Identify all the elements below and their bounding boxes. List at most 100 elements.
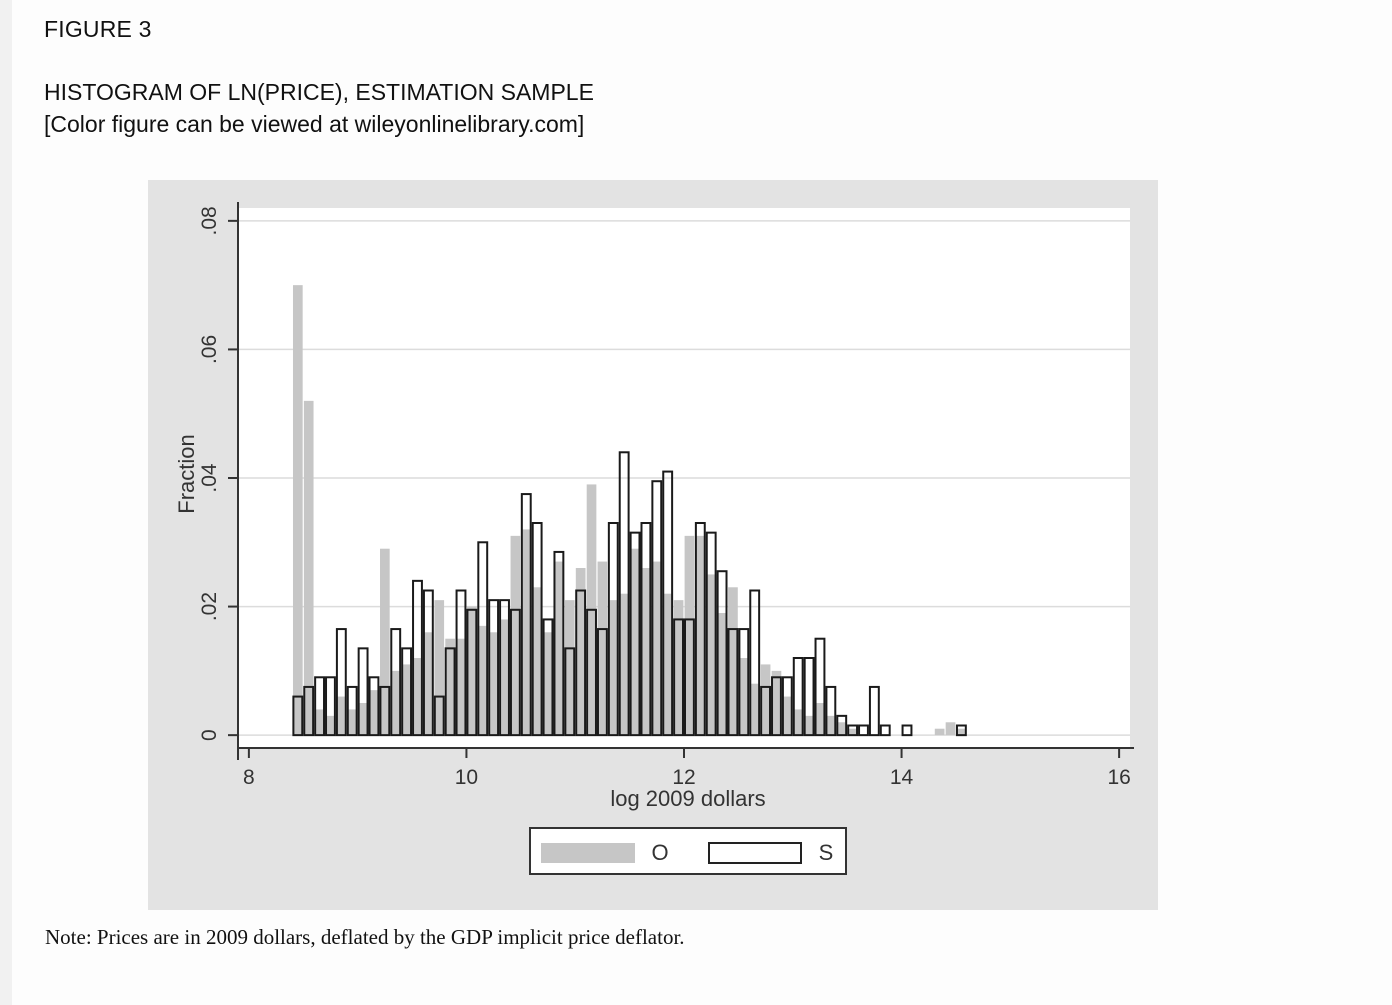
bar-s bbox=[901, 724, 913, 737]
bar-s bbox=[390, 628, 402, 737]
bar-o bbox=[641, 568, 651, 736]
bar-o bbox=[325, 715, 336, 736]
bar-o bbox=[717, 613, 727, 736]
bar-s bbox=[879, 724, 891, 737]
bar-o bbox=[956, 728, 967, 736]
bar-s bbox=[477, 541, 489, 737]
y-tick-label: .04 bbox=[198, 463, 221, 493]
y-tick-label: .08 bbox=[198, 206, 221, 235]
bar-o bbox=[292, 285, 303, 736]
bar-o bbox=[847, 728, 858, 736]
bar-s bbox=[814, 637, 826, 737]
bar-s bbox=[684, 618, 695, 737]
bar-s bbox=[368, 676, 380, 737]
bar-s bbox=[803, 657, 815, 737]
bar-s bbox=[357, 647, 369, 737]
bar-o bbox=[380, 548, 390, 736]
bar-o bbox=[728, 587, 738, 736]
bar-s bbox=[314, 676, 326, 737]
bar-s bbox=[836, 714, 848, 737]
bar-o bbox=[760, 664, 771, 736]
bar-s bbox=[379, 685, 391, 737]
bar-o bbox=[651, 561, 662, 736]
bar-o bbox=[467, 606, 477, 736]
bar-o bbox=[749, 683, 760, 736]
bar-o bbox=[390, 670, 401, 736]
bar-o bbox=[499, 619, 510, 736]
legend-label-o: O bbox=[651, 840, 668, 865]
bar-s bbox=[727, 628, 739, 737]
bar-s bbox=[586, 608, 597, 737]
bar-o bbox=[608, 600, 619, 736]
figure-subtitle: [Color figure can be viewed at wileyonli… bbox=[44, 111, 585, 137]
bar-o bbox=[662, 593, 673, 736]
x-tick-label: 10 bbox=[455, 766, 478, 789]
bar-o bbox=[303, 400, 314, 736]
bar-s bbox=[553, 550, 565, 737]
axes: 0 .02 .04 .06 .08 8 10 12 14 16 bbox=[198, 202, 1134, 789]
bar-o bbox=[401, 664, 412, 736]
bar-s bbox=[847, 724, 859, 737]
bar-s bbox=[640, 522, 652, 737]
bar-s bbox=[596, 628, 608, 737]
bar-s bbox=[444, 647, 456, 737]
y-tick-label: .06 bbox=[198, 335, 221, 364]
bar-o bbox=[456, 638, 466, 736]
x-tick-label: 8 bbox=[243, 766, 255, 789]
bar-s bbox=[858, 724, 869, 737]
bar-s bbox=[401, 647, 413, 737]
bar-s bbox=[531, 522, 543, 737]
figure-label: FIGURE 3 bbox=[44, 16, 152, 42]
bar-s bbox=[705, 531, 717, 737]
bar-o bbox=[575, 568, 586, 736]
bar-o bbox=[630, 548, 640, 736]
bar-s bbox=[422, 589, 434, 737]
bar-s bbox=[303, 685, 315, 737]
x-tick-label: 12 bbox=[672, 766, 695, 789]
bar-o bbox=[673, 600, 684, 736]
bar-o bbox=[945, 722, 956, 736]
bar-o bbox=[477, 625, 488, 736]
bar-s bbox=[575, 589, 587, 737]
legend-swatch-s bbox=[708, 842, 802, 864]
bar-s bbox=[749, 589, 761, 737]
bar-o bbox=[412, 658, 423, 736]
bar-s bbox=[781, 676, 793, 737]
bar-o bbox=[554, 561, 564, 736]
x-tick-label: 16 bbox=[1107, 766, 1130, 789]
bar-s bbox=[564, 647, 576, 737]
y-tick-label: 0 bbox=[198, 729, 221, 741]
bar-s bbox=[433, 695, 445, 737]
bar-o bbox=[826, 715, 836, 736]
legend-swatch-o bbox=[541, 843, 635, 863]
bar-s bbox=[607, 522, 619, 737]
bar-o bbox=[836, 722, 847, 736]
x-tick-label: 14 bbox=[890, 766, 914, 789]
bar-s bbox=[335, 628, 347, 737]
y-axis-label: Fraction bbox=[174, 434, 199, 513]
figure-note: Note: Prices are in 2009 dollars, deflat… bbox=[45, 925, 685, 949]
bar-s bbox=[520, 493, 532, 737]
bar-s bbox=[292, 695, 304, 737]
bar-s bbox=[738, 628, 750, 737]
bar-s bbox=[325, 676, 336, 737]
bar-s bbox=[629, 531, 641, 737]
bar-o bbox=[510, 535, 521, 736]
bar-s bbox=[618, 451, 630, 737]
bar-o bbox=[314, 709, 325, 736]
bar-o bbox=[369, 690, 379, 736]
bar-o bbox=[532, 587, 542, 736]
bar-o bbox=[358, 703, 368, 736]
bar-s bbox=[760, 685, 772, 737]
bar-s bbox=[825, 685, 837, 737]
bar-o bbox=[336, 696, 347, 736]
left-margin-strip bbox=[0, 0, 12, 1005]
bar-o bbox=[804, 715, 814, 736]
bar-s bbox=[499, 599, 510, 737]
x-axis-label: log 2009 dollars bbox=[610, 786, 765, 811]
bar-o bbox=[815, 703, 825, 736]
bar-s bbox=[673, 618, 684, 737]
bar-s bbox=[509, 608, 521, 737]
bar-o bbox=[521, 529, 532, 736]
